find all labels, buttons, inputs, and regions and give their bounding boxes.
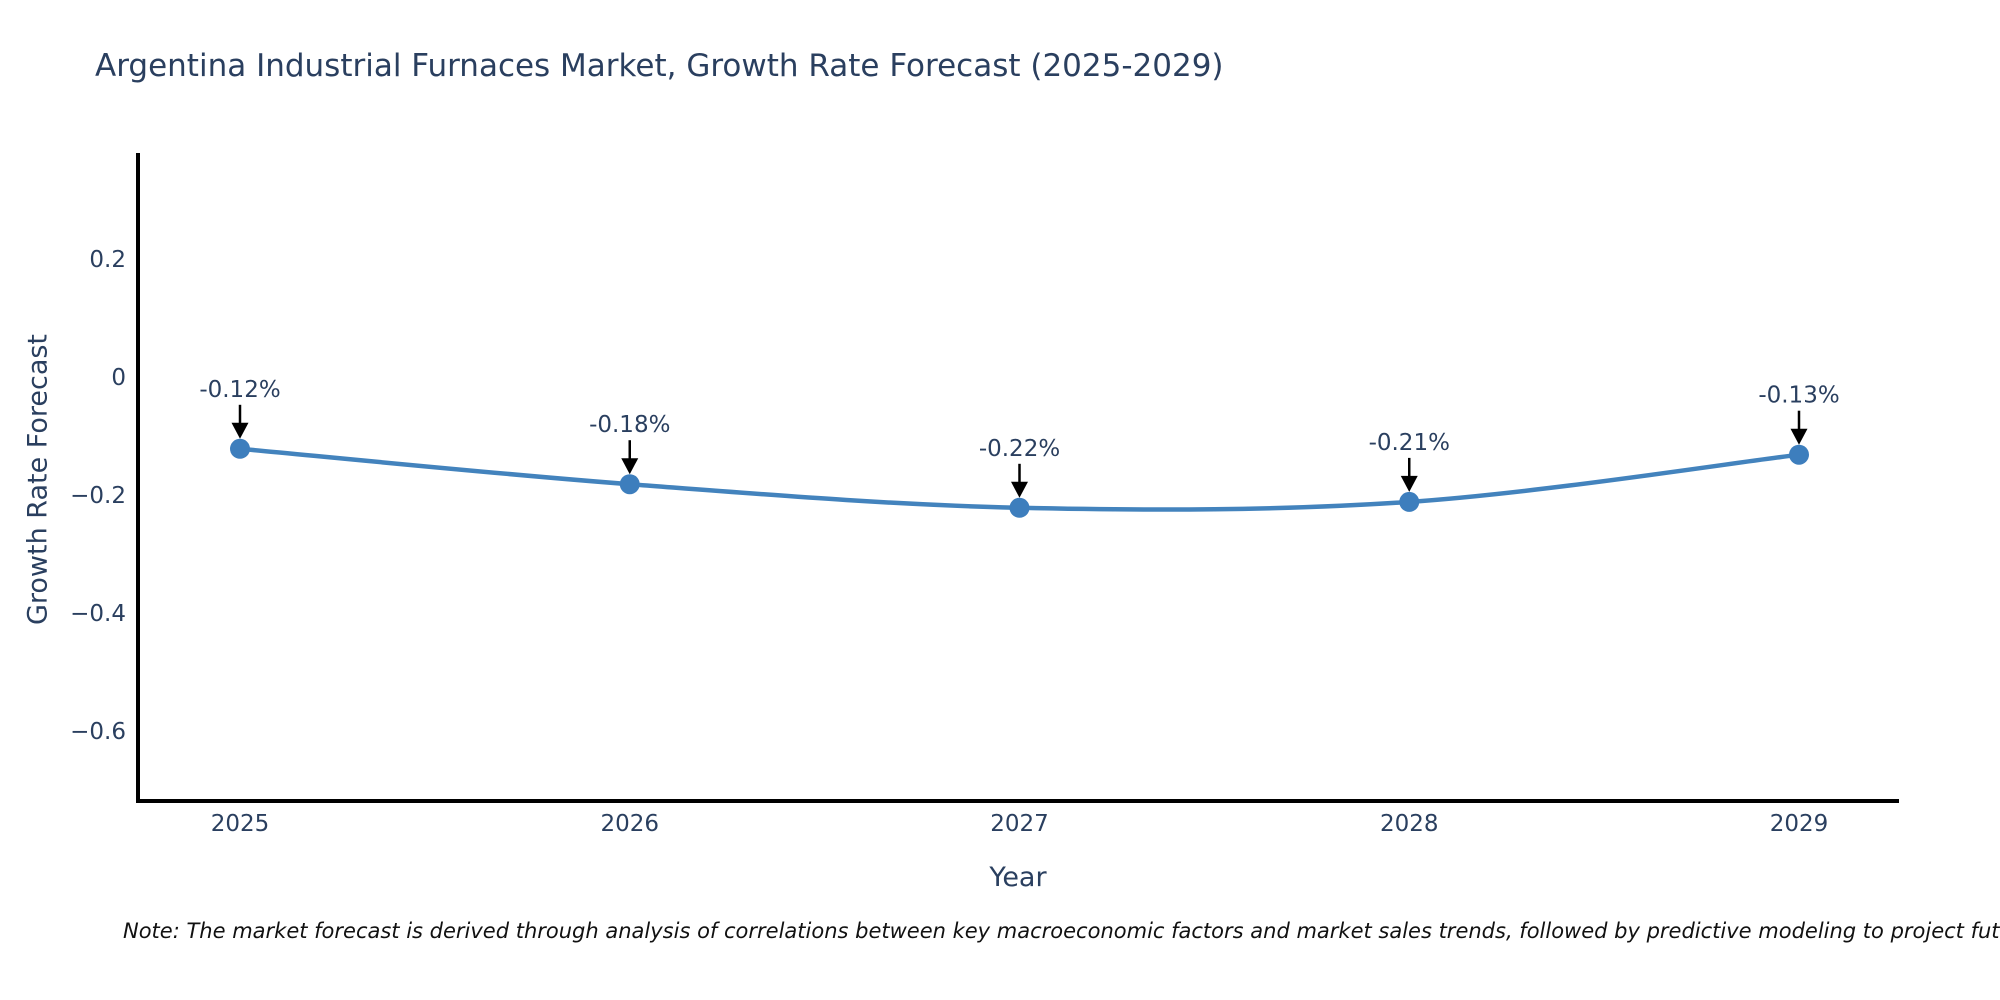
x-tick-label: 2027: [990, 811, 1049, 837]
annotation-arrowhead: [231, 422, 249, 439]
footnote: Note: The market forecast is derived thr…: [123, 919, 2000, 943]
annotation-arrowhead: [1011, 481, 1028, 498]
annotation-label: -0.21%: [1369, 430, 1450, 456]
y-tick-label: 0: [111, 365, 126, 391]
annotation-arrowhead: [621, 458, 639, 475]
x-tick-label: 2029: [1770, 811, 1829, 837]
annotation-arrowhead: [1790, 428, 1808, 445]
y-tick-label: 0.2: [89, 247, 126, 273]
annotation-label: -0.22%: [979, 436, 1060, 462]
annotation-label: -0.18%: [589, 412, 670, 438]
data-point-marker: [230, 438, 250, 459]
x-axis-title: Year: [989, 862, 1047, 893]
x-tick-label: 2025: [211, 811, 270, 837]
data-point-marker: [619, 474, 640, 495]
data-point-marker: [1009, 497, 1030, 518]
x-tick-label: 2028: [1380, 811, 1439, 837]
y-axis-title: Growth Rate Forecast: [22, 333, 54, 626]
y-tick-label: −0.6: [70, 719, 126, 745]
data-point-marker: [1399, 491, 1420, 512]
annotation-label: -0.13%: [1758, 383, 1839, 409]
data-point-marker: [1789, 444, 1809, 465]
x-tick-label: 2026: [600, 811, 659, 837]
annotation-arrowhead: [1400, 475, 1418, 492]
y-tick-label: −0.4: [70, 601, 126, 627]
chart-title: Argentina Industrial Furnaces Market, Gr…: [95, 48, 1224, 84]
annotation-label: -0.12%: [199, 377, 280, 403]
y-tick-label: −0.2: [70, 483, 126, 509]
